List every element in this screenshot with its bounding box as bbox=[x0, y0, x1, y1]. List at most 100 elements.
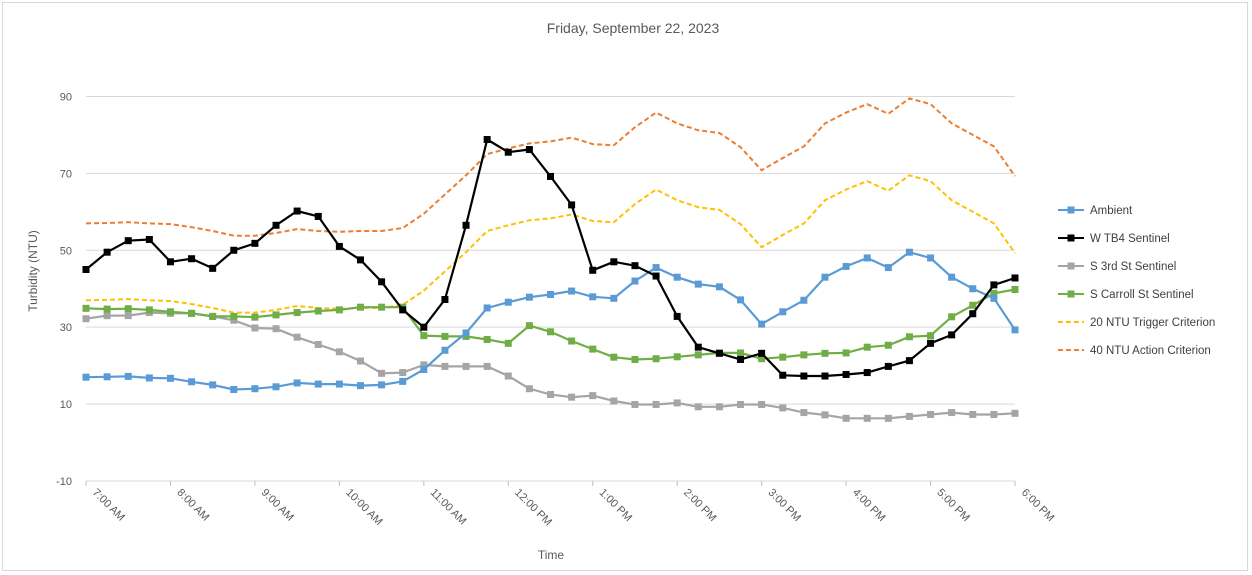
data-point bbox=[779, 353, 787, 361]
x-tick-label: 12:00 PM bbox=[512, 487, 554, 529]
turbidity-line-chart: Friday, September 22, 2023 -10 10 30 50 70 90… bbox=[26, 20, 1215, 562]
data-point bbox=[483, 304, 491, 312]
data-point bbox=[547, 290, 554, 298]
legend-item: W TB4 Sentinel bbox=[1058, 233, 1170, 245]
data-point bbox=[631, 262, 639, 270]
data-point bbox=[314, 307, 322, 315]
data-point bbox=[525, 322, 533, 330]
data-point bbox=[758, 320, 766, 328]
data-point bbox=[335, 242, 343, 250]
data-point bbox=[863, 254, 871, 262]
data-point bbox=[821, 372, 829, 380]
data-point bbox=[230, 385, 238, 393]
data-point bbox=[652, 272, 660, 280]
gridlines bbox=[86, 95, 1015, 482]
data-point bbox=[610, 294, 618, 302]
legend-label: S 3rd St Sentinel bbox=[1090, 261, 1176, 273]
data-point bbox=[737, 296, 745, 304]
data-point bbox=[842, 262, 850, 270]
data-point bbox=[631, 355, 639, 363]
x-axis-label: Time bbox=[538, 548, 565, 562]
data-point bbox=[251, 239, 259, 247]
data-point bbox=[948, 273, 956, 281]
data-point bbox=[589, 345, 597, 353]
data-point bbox=[905, 357, 913, 365]
data-point bbox=[272, 221, 280, 229]
series-40-ntu-action-criterion bbox=[85, 97, 1016, 237]
data-point bbox=[694, 351, 702, 359]
data-point bbox=[103, 248, 111, 256]
data-point bbox=[821, 349, 829, 357]
data-point bbox=[694, 343, 702, 351]
data-point bbox=[272, 325, 280, 333]
y-tick-label: 90 bbox=[60, 91, 72, 103]
data-point bbox=[905, 248, 913, 256]
data-point bbox=[356, 357, 364, 365]
data-point bbox=[504, 372, 512, 380]
data-point bbox=[145, 236, 153, 244]
data-point bbox=[927, 254, 935, 262]
data-point bbox=[821, 273, 829, 281]
y-tick-label: 10 bbox=[60, 399, 72, 411]
series-line bbox=[85, 288, 1016, 361]
data-point bbox=[251, 385, 259, 393]
data-point bbox=[905, 412, 913, 420]
data-point bbox=[990, 294, 998, 302]
data-point bbox=[800, 409, 808, 417]
data-point bbox=[230, 316, 238, 324]
y-tick-label: 50 bbox=[60, 245, 72, 257]
data-point bbox=[272, 383, 280, 391]
data-point bbox=[209, 264, 217, 272]
data-point bbox=[145, 306, 153, 314]
series-s-3rd-st-sentinel bbox=[82, 309, 1019, 422]
data-point bbox=[462, 362, 470, 370]
data-point bbox=[589, 392, 597, 400]
y-axis-label: Turbidity (NTU) bbox=[26, 230, 40, 312]
data-point bbox=[399, 369, 407, 377]
data-point bbox=[103, 312, 111, 320]
data-point bbox=[948, 313, 956, 321]
data-point bbox=[737, 349, 745, 357]
legend-marker bbox=[1067, 234, 1075, 242]
data-point bbox=[779, 404, 787, 412]
data-point bbox=[230, 312, 238, 320]
data-point bbox=[462, 221, 470, 229]
series-20-ntu-trigger-criterion bbox=[85, 174, 1016, 314]
data-point bbox=[293, 333, 301, 341]
data-point bbox=[758, 400, 766, 408]
data-point bbox=[525, 146, 533, 154]
data-point bbox=[969, 310, 977, 318]
data-point bbox=[293, 379, 301, 387]
data-point bbox=[884, 362, 892, 370]
data-point bbox=[969, 285, 977, 293]
data-point bbox=[948, 331, 956, 339]
series-line bbox=[85, 251, 1016, 391]
data-point bbox=[969, 410, 977, 418]
x-tick-label: 11:00 AM bbox=[428, 487, 469, 528]
data-point bbox=[884, 264, 892, 272]
legend-marker bbox=[1067, 206, 1075, 214]
data-point bbox=[568, 337, 576, 345]
x-tick-label: 3:00 PM bbox=[766, 487, 803, 524]
data-point bbox=[842, 414, 850, 422]
data-point bbox=[483, 362, 491, 370]
data-point bbox=[124, 312, 132, 320]
x-tick-label: 8:00 AM bbox=[174, 487, 211, 524]
data-point bbox=[314, 212, 322, 220]
data-point bbox=[610, 353, 618, 361]
data-point bbox=[694, 403, 702, 411]
data-point bbox=[800, 372, 808, 380]
data-point bbox=[378, 278, 386, 286]
data-point bbox=[356, 382, 364, 390]
data-point bbox=[1011, 326, 1019, 334]
data-point bbox=[378, 369, 386, 377]
legend-label: Ambient bbox=[1090, 205, 1133, 217]
data-point bbox=[589, 266, 597, 274]
x-tick-label: 7:00 AM bbox=[90, 487, 127, 524]
data-point bbox=[821, 411, 829, 419]
data-point bbox=[420, 332, 428, 340]
data-point bbox=[568, 287, 576, 295]
data-point bbox=[82, 315, 90, 323]
data-point bbox=[547, 328, 554, 336]
y-tick-label: 30 bbox=[60, 322, 72, 334]
